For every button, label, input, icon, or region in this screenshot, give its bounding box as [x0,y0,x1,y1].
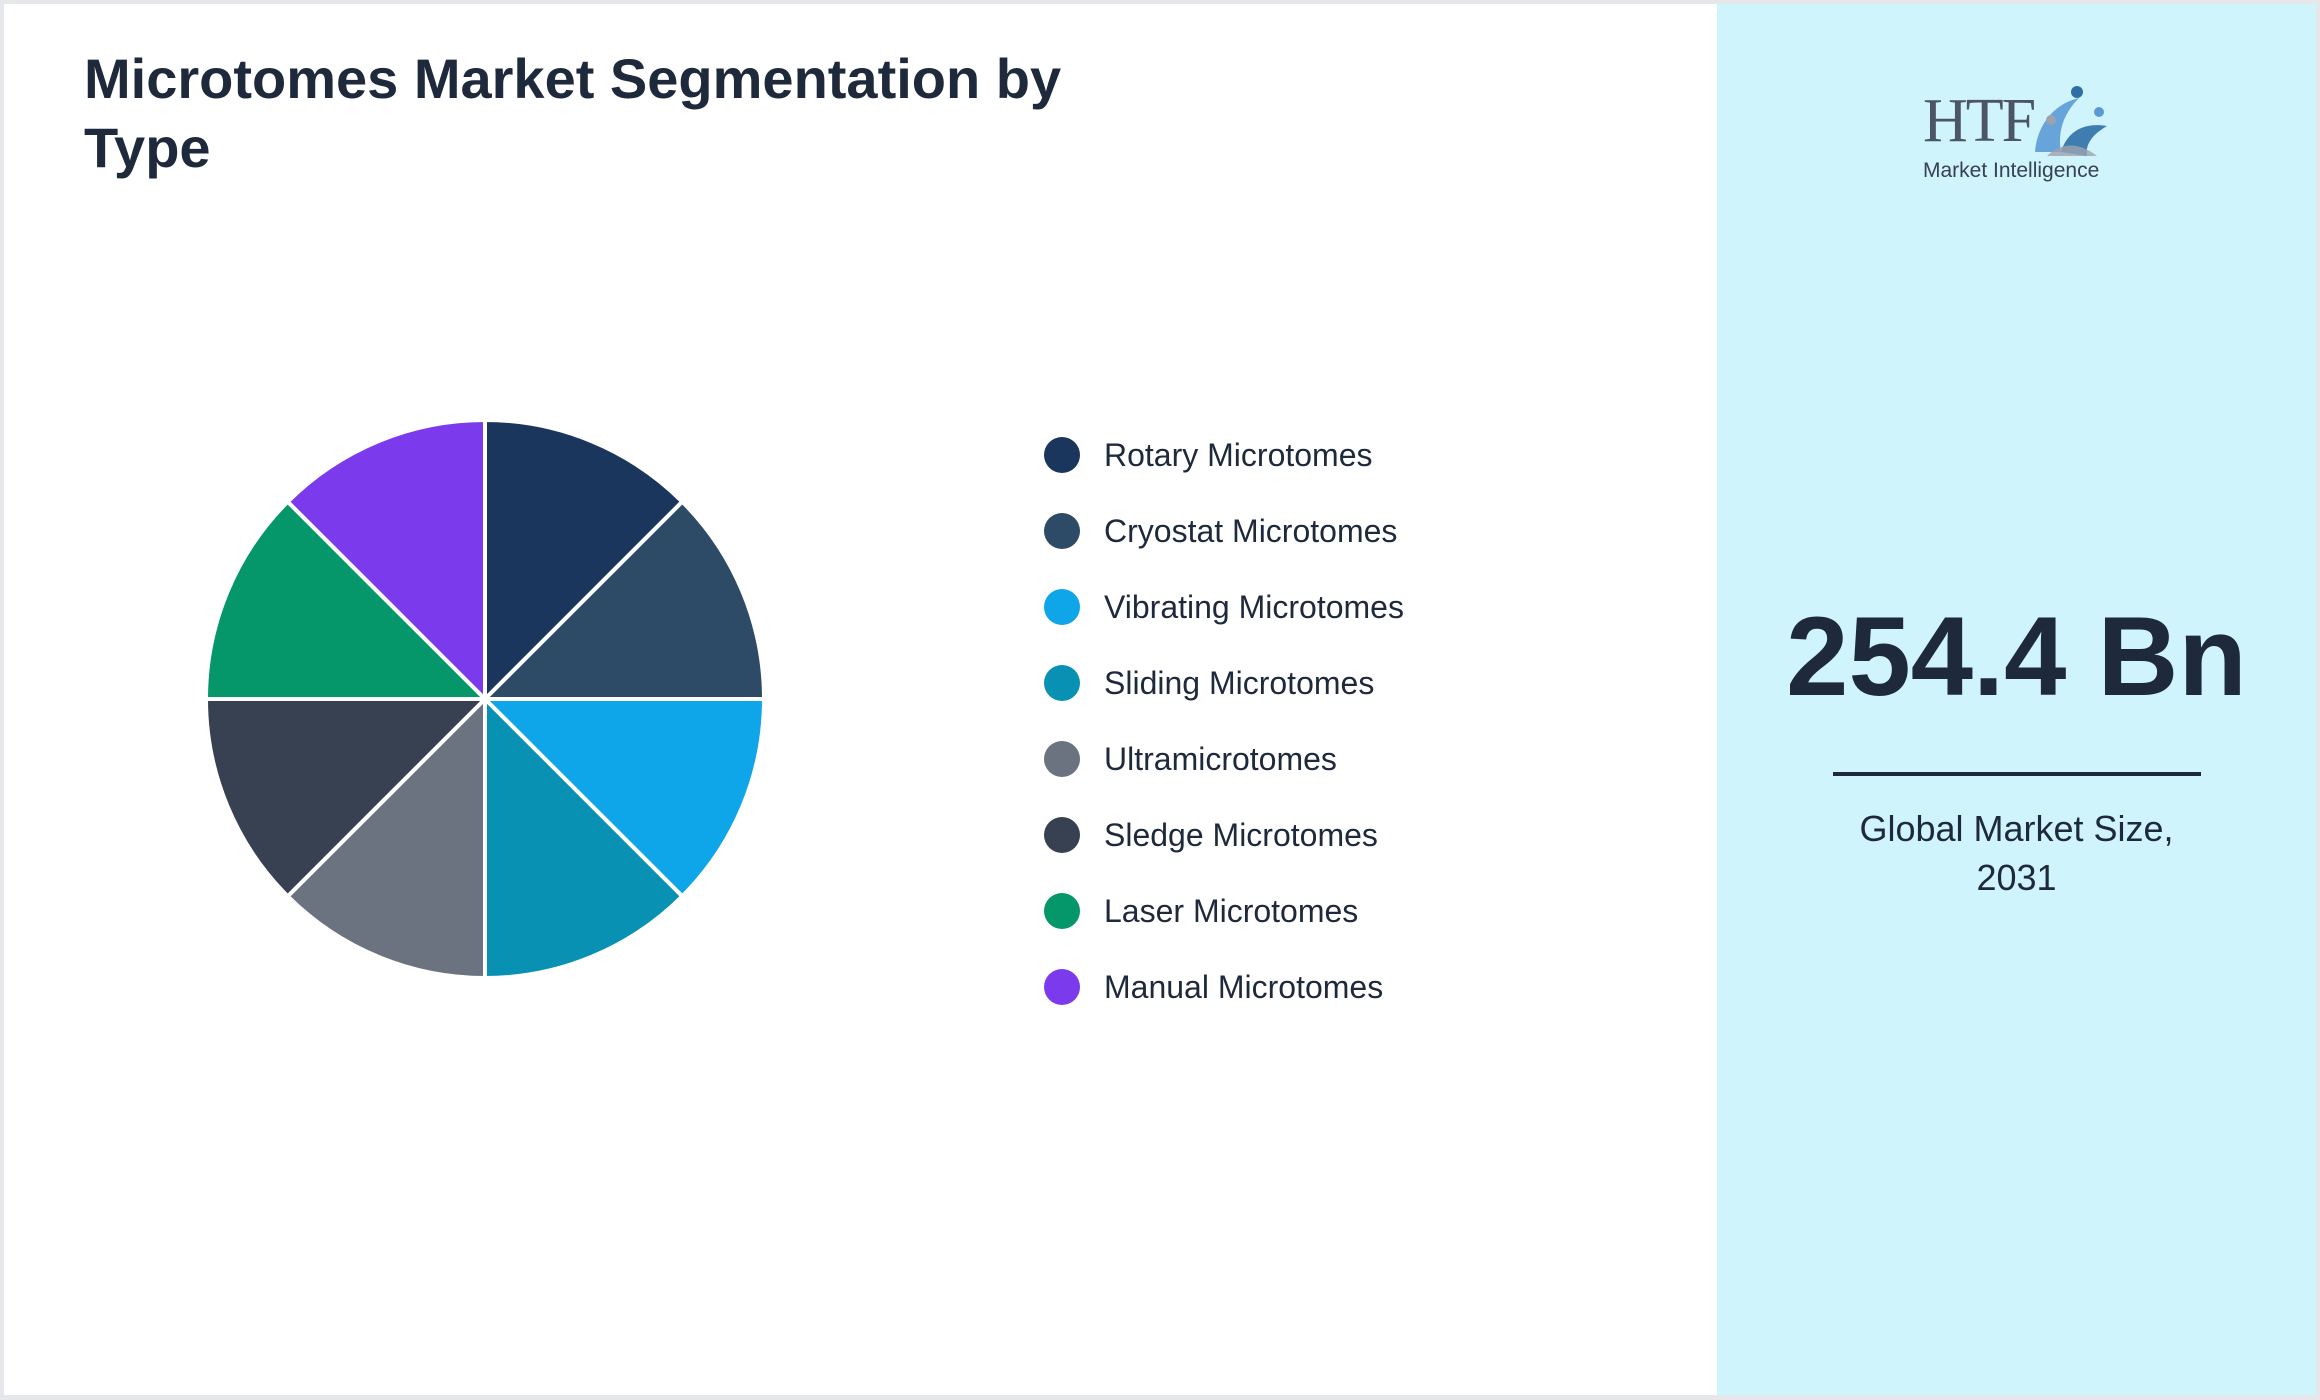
legend-swatch [1044,893,1080,929]
pie-slice-laser-microtomes [204,499,487,701]
legend-label: Ultramicrotomes [1104,740,1337,777]
legend-swatch [1044,513,1080,549]
legend-swatch [1044,741,1080,777]
chart-legend: Rotary Microtomes Cryostat Microtomes Vibr… [1044,417,1404,1025]
legend-swatch [1044,969,1080,1005]
legend-item: Rotary Microtomes [1044,417,1404,493]
chart-title: Microtomes Market Segmentation by Type [84,47,1062,179]
legend-label: Cryostat Microtomes [1104,512,1398,549]
kpi-divider [1833,772,2201,776]
legend-swatch [1044,817,1080,853]
kpi-caption-line-2: 2031 [1976,857,2057,898]
pie-chart [204,418,766,980]
legend-swatch [1044,589,1080,625]
legend-item: Ultramicrotomes [1044,721,1404,797]
legend-label: Manual Microtomes [1104,968,1384,1005]
market-size-panel: HTF Market Intelligence 254.4 Bn Global … [1717,4,2316,1395]
legend-label: Rotary Microtomes [1104,436,1373,473]
htf-figures-logo-icon [2035,86,2107,156]
chart-card: Microtomes Market Segmentation by Type R… [4,4,2316,1395]
kpi-caption-line-1: Global Market Size, [1859,808,2174,849]
legend-label: Laser Microtomes [1104,892,1359,929]
pie-slice-cryostat-microtomes [483,499,766,701]
legend-label: Vibrating Microtomes [1104,588,1404,625]
market-size-caption: Global Market Size, 2031 [1717,804,2316,902]
legend-item: Manual Microtomes [1044,949,1404,1025]
legend-item: Laser Microtomes [1044,873,1404,949]
legend-item: Sliding Microtomes [1044,645,1404,721]
pie-slice-sledge-microtomes [204,697,487,899]
legend-swatch [1044,665,1080,701]
legend-swatch [1044,437,1080,473]
legend-item: Cryostat Microtomes [1044,493,1404,569]
legend-item: Sledge Microtomes [1044,797,1404,873]
logo-subtitle: Market Intelligence [1923,159,2100,182]
logo-letters: HTF [1923,87,2036,155]
pie-slice-sliding-microtomes [483,697,685,980]
legend-label: Sledge Microtomes [1104,816,1378,853]
htf-logo: HTF Market Intelligence [1923,82,2113,192]
pie-slice-rotary-microtomes [483,418,685,701]
market-size-value: 254.4 Bn [1786,594,2247,719]
pie-slice-manual-microtomes [285,418,487,701]
pie-slice-vibrating-microtomes [483,697,766,899]
pie-slice-ultramicrotomes [285,697,487,980]
legend-label: Sliding Microtomes [1104,664,1375,701]
legend-item: Vibrating Microtomes [1044,569,1404,645]
